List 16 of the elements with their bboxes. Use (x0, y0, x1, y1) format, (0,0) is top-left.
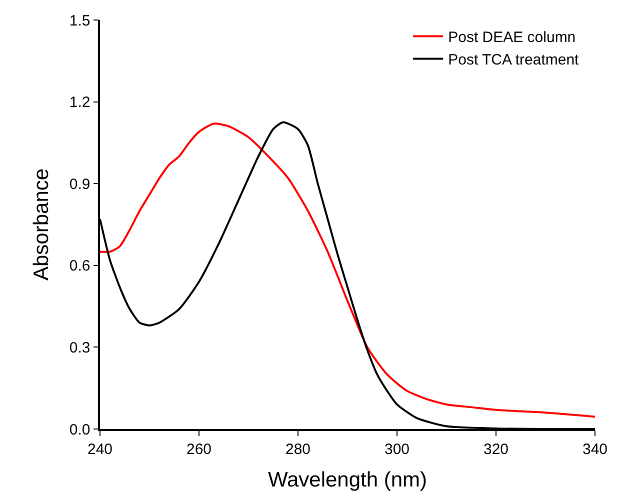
x-tick-label: 280 (285, 440, 311, 458)
y-axis-title: Absorbance (30, 168, 54, 281)
y-tick-label: 0.6 (69, 258, 90, 275)
y-tick-label: 0.9 (69, 176, 90, 193)
y-tick-label: 0.3 (69, 339, 90, 356)
x-tick-label: 240 (87, 440, 113, 458)
y-tick-label: 0.0 (69, 421, 90, 438)
y-tick-label: 1.2 (69, 94, 90, 112)
x-axis-title: Wavelength (nm) (268, 468, 428, 492)
x-tick-label: 300 (384, 440, 410, 458)
y-tick-label: 1.5 (69, 12, 90, 30)
x-tick-label: 340 (582, 440, 608, 458)
legend-label: Post DEAE column (448, 29, 576, 46)
legend-label: Post TCA treatment (448, 52, 580, 69)
x-tick-label: 320 (483, 440, 509, 458)
x-tick-label: 260 (186, 440, 212, 458)
